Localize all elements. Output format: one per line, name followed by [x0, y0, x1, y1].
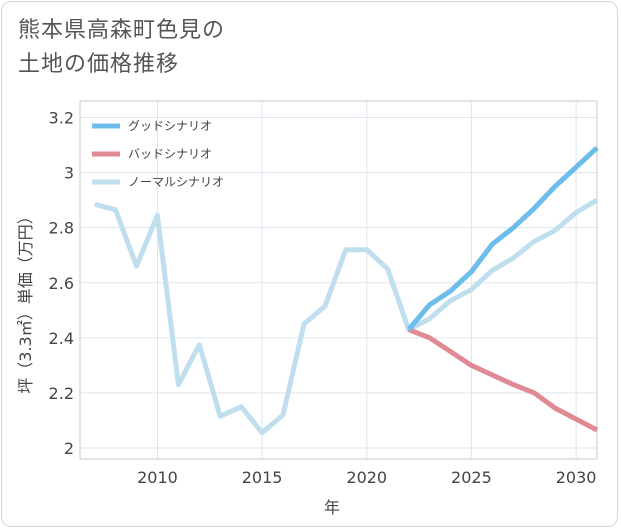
chart-title-line-2: 土地の価格推移	[18, 52, 180, 77]
x-tick-label: 2030	[556, 468, 597, 487]
y-axis-title: 坪（3.3㎡）単価（万円）	[16, 208, 35, 393]
x-tick-label: 2025	[451, 468, 492, 487]
series-line-1	[407, 327, 599, 433]
y-tick-label: 3.2	[49, 109, 74, 128]
x-tick-label: 2020	[346, 468, 387, 487]
series-lines	[94, 145, 599, 436]
y-tick-label: 2	[64, 439, 74, 458]
x-tick-label: 2015	[242, 468, 283, 487]
chart-title-line-1: 熊本県高森町色見の	[18, 18, 226, 43]
grid-lines	[80, 101, 597, 459]
series-line-0	[406, 145, 599, 332]
x-axis-ticks: 2010 2015 2020 2025 2030	[137, 468, 596, 487]
plot-area-border	[79, 100, 598, 460]
y-tick-label: 2.6	[49, 274, 74, 293]
legend-label-0: グッドシナリオ	[128, 119, 212, 133]
y-tick-label: 3	[64, 164, 74, 183]
y-axis-ticks: 2 2.2 2.4 2.6 2.8 3 3.2	[49, 109, 74, 458]
y-tick-label: 2.8	[49, 219, 74, 238]
series-line-2	[94, 197, 599, 436]
legend-label-2: ノーマルシナリオ	[128, 175, 224, 189]
x-axis-title: 年	[324, 498, 340, 517]
chart-title: 熊本県高森町色見の 土地の価格推移	[18, 14, 225, 82]
x-tick-label: 2010	[137, 468, 178, 487]
legend-label-1: バッドシナリオ	[128, 147, 212, 161]
y-tick-label: 2.2	[49, 384, 74, 403]
y-tick-label: 2.4	[49, 329, 74, 348]
